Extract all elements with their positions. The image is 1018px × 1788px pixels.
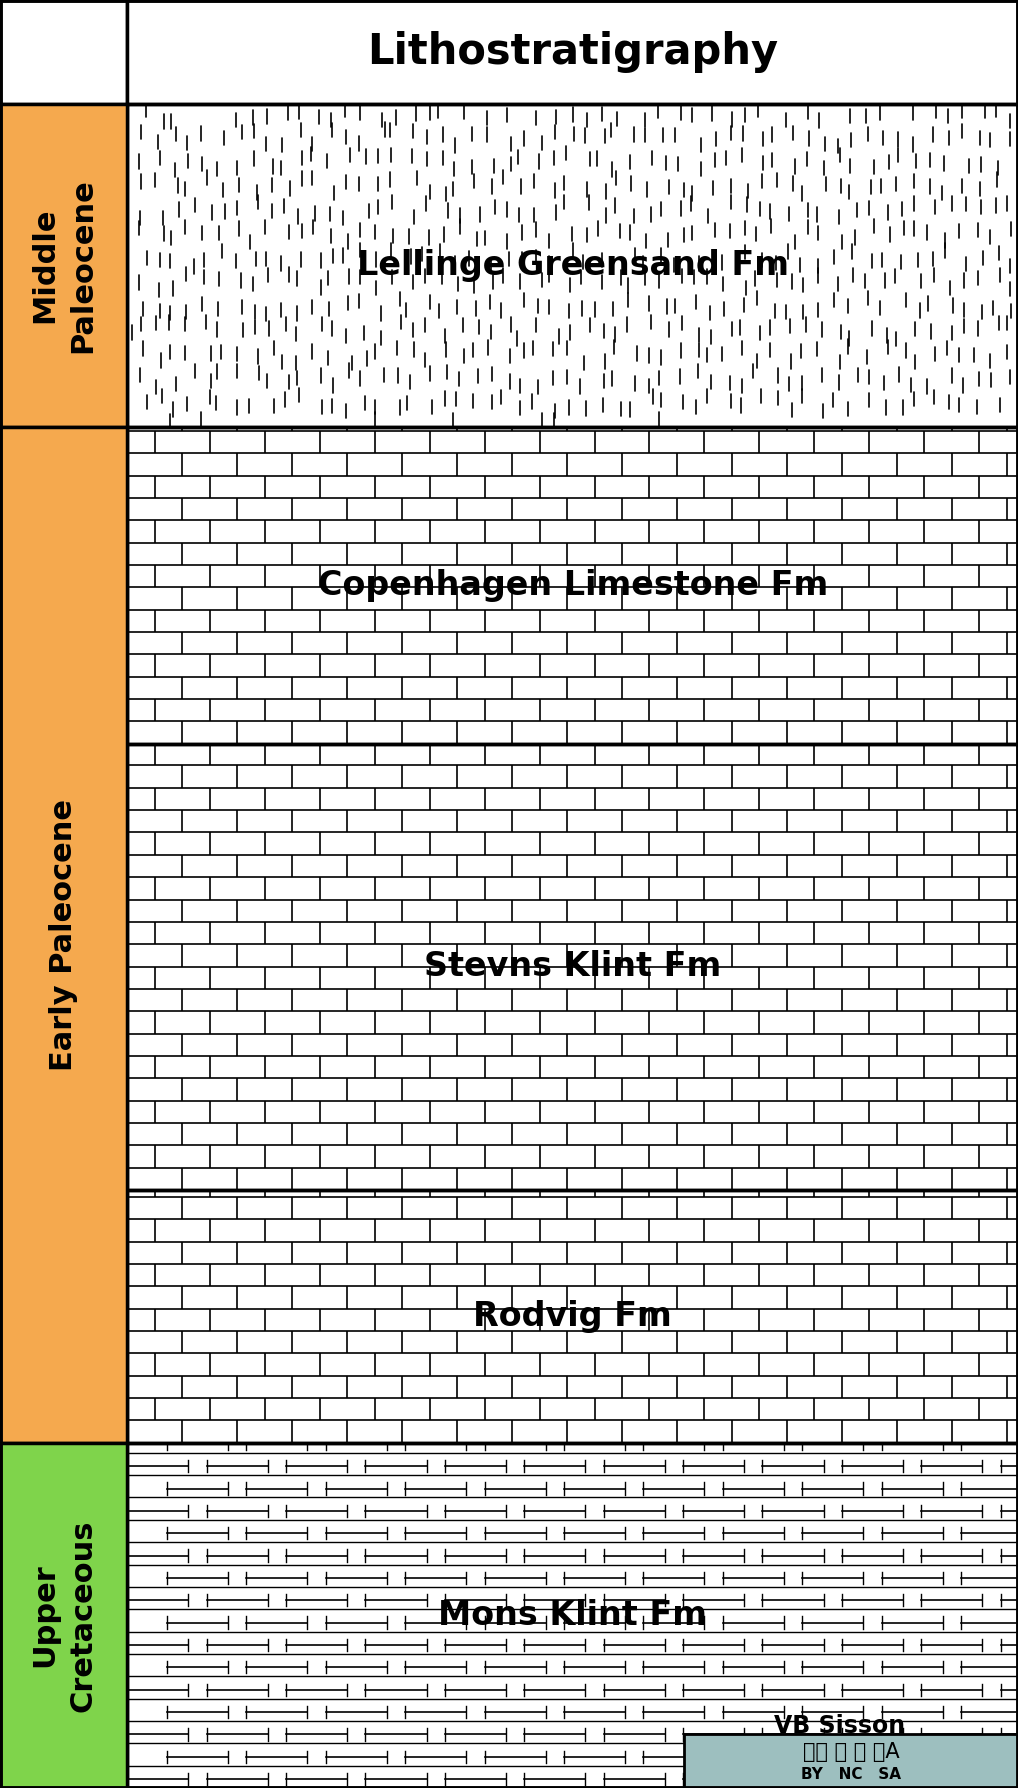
Bar [127, 0, 1018, 104]
Bar [0, 1443, 127, 1788]
Bar [0, 0, 127, 104]
Bar [127, 427, 1018, 744]
Text: Stevns Klint Fm: Stevns Klint Fm [425, 951, 721, 983]
Bar [0, 104, 127, 427]
Text: Lellinge Greensand Fm: Lellinge Greensand Fm [356, 249, 789, 283]
Bar [684, 1734, 1018, 1788]
Bar [127, 1443, 1018, 1788]
Text: Lithostratigraphy: Lithostratigraphy [367, 30, 778, 73]
Bar [127, 1443, 1018, 1788]
Bar [127, 1191, 1018, 1443]
Bar [127, 104, 1018, 427]
Text: Copenhagen Limestone Fm: Copenhagen Limestone Fm [318, 569, 828, 603]
Bar [127, 744, 1018, 1191]
Bar [127, 1191, 1018, 1443]
Bar [127, 104, 1018, 427]
Bar [127, 427, 1018, 744]
Text: Mons Klint Fm: Mons Klint Fm [438, 1598, 708, 1632]
Bar [127, 744, 1018, 1191]
Text: Middle
Paleocene: Middle Paleocene [30, 179, 98, 352]
Text: VB Sisson: VB Sisson [775, 1715, 905, 1738]
Bar [0, 427, 127, 1443]
Text: Rodvig Fm: Rodvig Fm [473, 1300, 672, 1332]
Text: BY   NC   SA: BY NC SA [801, 1767, 901, 1783]
Text: Upper
Cretaceous: Upper Cretaceous [30, 1520, 98, 1711]
Text: ⒸⒸ ⓘ ⓢ ⓢA: ⒸⒸ ⓘ ⓢ ⓢA [802, 1742, 899, 1761]
Text: Early Paleocene: Early Paleocene [49, 799, 78, 1071]
